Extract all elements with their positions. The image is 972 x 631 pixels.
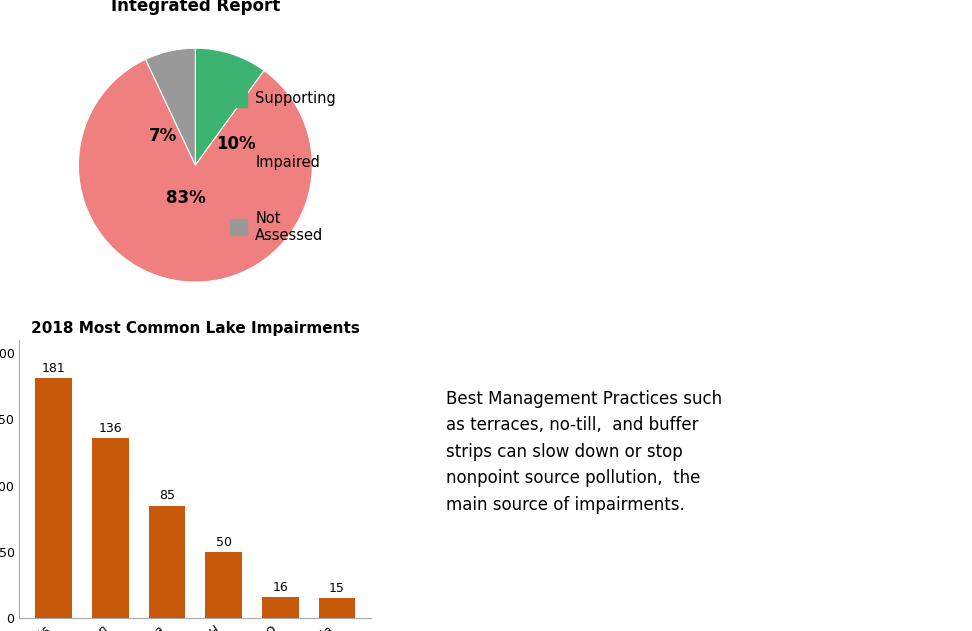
Title: Status of Nebraska lakes in acres
as reported in the 2018
Integrated Report: Status of Nebraska lakes in acres as rep… xyxy=(39,0,352,15)
Text: 10%: 10% xyxy=(217,135,256,153)
Bar xyxy=(230,219,247,235)
Bar xyxy=(230,155,247,171)
Text: Impaired: Impaired xyxy=(256,155,320,170)
Bar xyxy=(205,552,242,618)
Bar xyxy=(319,598,356,618)
Text: 7%: 7% xyxy=(149,127,177,145)
Bar xyxy=(261,597,298,618)
Title: 2018 Most Common Lake Impairments: 2018 Most Common Lake Impairments xyxy=(31,321,360,336)
Bar xyxy=(230,91,247,107)
Bar xyxy=(35,379,72,618)
Text: 15: 15 xyxy=(329,582,345,595)
Text: 16: 16 xyxy=(272,581,288,594)
Text: 136: 136 xyxy=(98,422,122,435)
Wedge shape xyxy=(79,59,312,282)
Text: Not
Assessed: Not Assessed xyxy=(256,211,324,244)
Bar xyxy=(92,438,129,618)
Bar xyxy=(149,505,186,618)
Text: 181: 181 xyxy=(42,362,66,375)
Text: 85: 85 xyxy=(159,490,175,502)
Wedge shape xyxy=(146,48,195,165)
Text: 83%: 83% xyxy=(166,189,206,207)
Text: Best Management Practices such
as terraces, no-till,  and buffer
strips can slow: Best Management Practices such as terrac… xyxy=(446,390,722,514)
Text: Supporting: Supporting xyxy=(256,91,336,106)
Text: 50: 50 xyxy=(216,536,231,549)
Wedge shape xyxy=(195,48,264,165)
